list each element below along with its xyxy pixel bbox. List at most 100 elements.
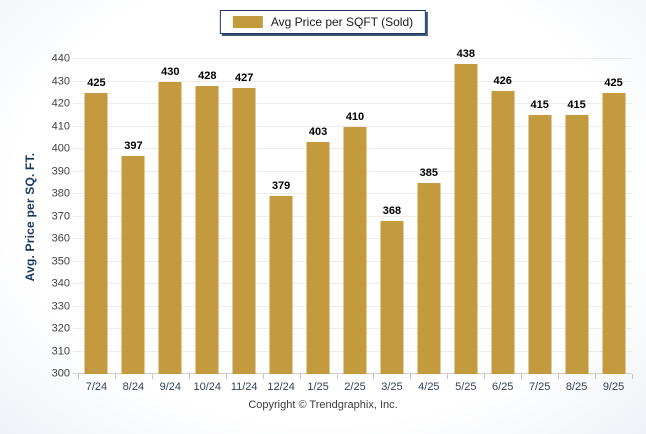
legend: Avg Price per SQFT (Sold) — [219, 10, 427, 34]
y-tick-label: 390 — [51, 165, 70, 177]
y-tick-label: 420 — [51, 97, 70, 110]
y-tick-label: 400 — [51, 142, 70, 155]
bar-value-label: 368 — [382, 205, 402, 217]
bar — [343, 126, 367, 374]
x-tick-label: 10/24 — [193, 381, 222, 393]
bar-slot: 385 4/25 — [410, 59, 447, 393]
bar-value-label: 430 — [161, 65, 180, 78]
bar-slot: 427 11/24 — [226, 59, 263, 393]
x-axis-tick — [521, 374, 523, 379]
gridline — [73, 58, 632, 59]
bar — [121, 155, 145, 374]
y-tick-label: 360 — [51, 232, 70, 245]
bar — [454, 63, 478, 374]
bar-slot: 415 8/25 — [558, 59, 595, 393]
x-axis-tick — [299, 374, 301, 379]
gridline — [73, 103, 632, 104]
bar-slot: 379 12/24 — [263, 59, 300, 393]
y-axis-labels: 300 310 320 330 340 350 360 370 380 390 400 410 420 4… — [0, 53, 70, 379]
bar-value-label: 425 — [87, 76, 106, 89]
x-axis-tick — [78, 374, 79, 379]
x-axis-tick — [632, 374, 633, 379]
x-tick-label: 11/24 — [230, 381, 258, 393]
bar-slot: 403 1/25 — [300, 59, 337, 393]
bar — [269, 196, 293, 374]
bar — [158, 81, 182, 374]
x-axis-tick — [410, 374, 412, 379]
bar-slot: 368 3/25 — [373, 59, 410, 393]
y-tick-label: 430 — [51, 75, 70, 88]
bar-value-label: 427 — [235, 72, 254, 85]
bar-value-label: 415 — [567, 99, 586, 112]
bar-slot: 438 5/25 — [447, 48, 484, 393]
x-tick-label: 4/25 — [418, 381, 440, 393]
bar-value-label: 403 — [308, 126, 328, 139]
bar-slot: 415 7/25 — [521, 59, 558, 393]
bar-value-label: 438 — [456, 47, 475, 60]
legend-swatch — [232, 16, 263, 28]
bar — [380, 221, 404, 374]
x-tick-label: 7/24 — [85, 381, 108, 393]
y-tick-label: 380 — [51, 187, 70, 200]
x-tick-label: 3/25 — [381, 381, 403, 393]
x-axis-tick — [188, 374, 190, 379]
bar-slot: 410 2/25 — [337, 59, 374, 393]
y-tick-label: 330 — [51, 300, 70, 312]
y-tick-label: 370 — [51, 210, 70, 222]
x-axis-tick — [595, 374, 597, 379]
bar — [528, 115, 552, 374]
y-tick-label: 440 — [51, 52, 70, 65]
x-axis-tick — [373, 374, 375, 379]
y-tick-label: 340 — [51, 277, 70, 290]
bar-value-label: 426 — [493, 74, 512, 87]
bar — [602, 92, 626, 374]
x-tick-label: 7/25 — [528, 381, 551, 393]
bar-slot: 425 9/25 — [595, 59, 632, 393]
x-tick-label: 9/24 — [159, 381, 182, 393]
x-axis-tick — [262, 374, 264, 379]
gridline — [73, 125, 632, 127]
bar — [195, 86, 219, 374]
bar-value-label: 425 — [604, 76, 623, 89]
bar-slot: 425 7/24 — [78, 59, 115, 393]
y-tick-label: 320 — [51, 322, 70, 335]
x-axis-tick — [447, 374, 449, 379]
x-tick-label: 8/25 — [565, 381, 588, 393]
legend-label: Avg Price per SQFT (Sold) — [270, 15, 414, 29]
x-tick-label: 8/24 — [122, 381, 145, 393]
x-tick-label: 9/25 — [602, 381, 625, 393]
bar — [565, 115, 589, 374]
bar — [306, 142, 330, 374]
bar — [232, 88, 256, 374]
x-axis-tick — [336, 374, 338, 379]
gridline — [73, 80, 632, 82]
y-tick-label: 300 — [51, 367, 70, 380]
x-tick-label: 6/25 — [492, 381, 514, 393]
y-tick-label: 310 — [51, 345, 70, 357]
bar-value-label: 410 — [345, 110, 365, 123]
plot-area: 425 7/24 397 8/24 430 9/24 428 10/24 427 11/24 379… — [73, 48, 633, 393]
copyright-text: Copyright © Trendgraphix, Inc. — [248, 399, 398, 411]
bar-value-label: 379 — [271, 180, 291, 193]
x-tick-label: 1/25 — [307, 381, 329, 393]
bar-slot: 428 10/24 — [189, 59, 226, 393]
y-tick-label: 410 — [51, 120, 70, 132]
x-tick-label: 5/25 — [455, 381, 477, 393]
x-tick-label: 12/24 — [267, 381, 295, 393]
bar-slot: 426 6/25 — [484, 59, 521, 393]
bar-slot: 397 8/24 — [115, 59, 152, 393]
bar-value-label: 397 — [124, 139, 143, 152]
bar-slot: 430 9/24 — [152, 59, 189, 393]
bar — [491, 90, 515, 374]
x-axis-tick — [151, 374, 153, 379]
bar — [417, 182, 441, 374]
bar-value-label: 428 — [198, 70, 217, 82]
bar — [84, 92, 108, 374]
bar-value-label: 385 — [419, 166, 439, 179]
y-tick-label: 350 — [51, 255, 70, 267]
x-axis-tick — [558, 374, 560, 379]
x-axis-tick — [225, 374, 227, 379]
bar-value-label: 415 — [530, 99, 549, 112]
x-axis-tick — [484, 374, 486, 379]
